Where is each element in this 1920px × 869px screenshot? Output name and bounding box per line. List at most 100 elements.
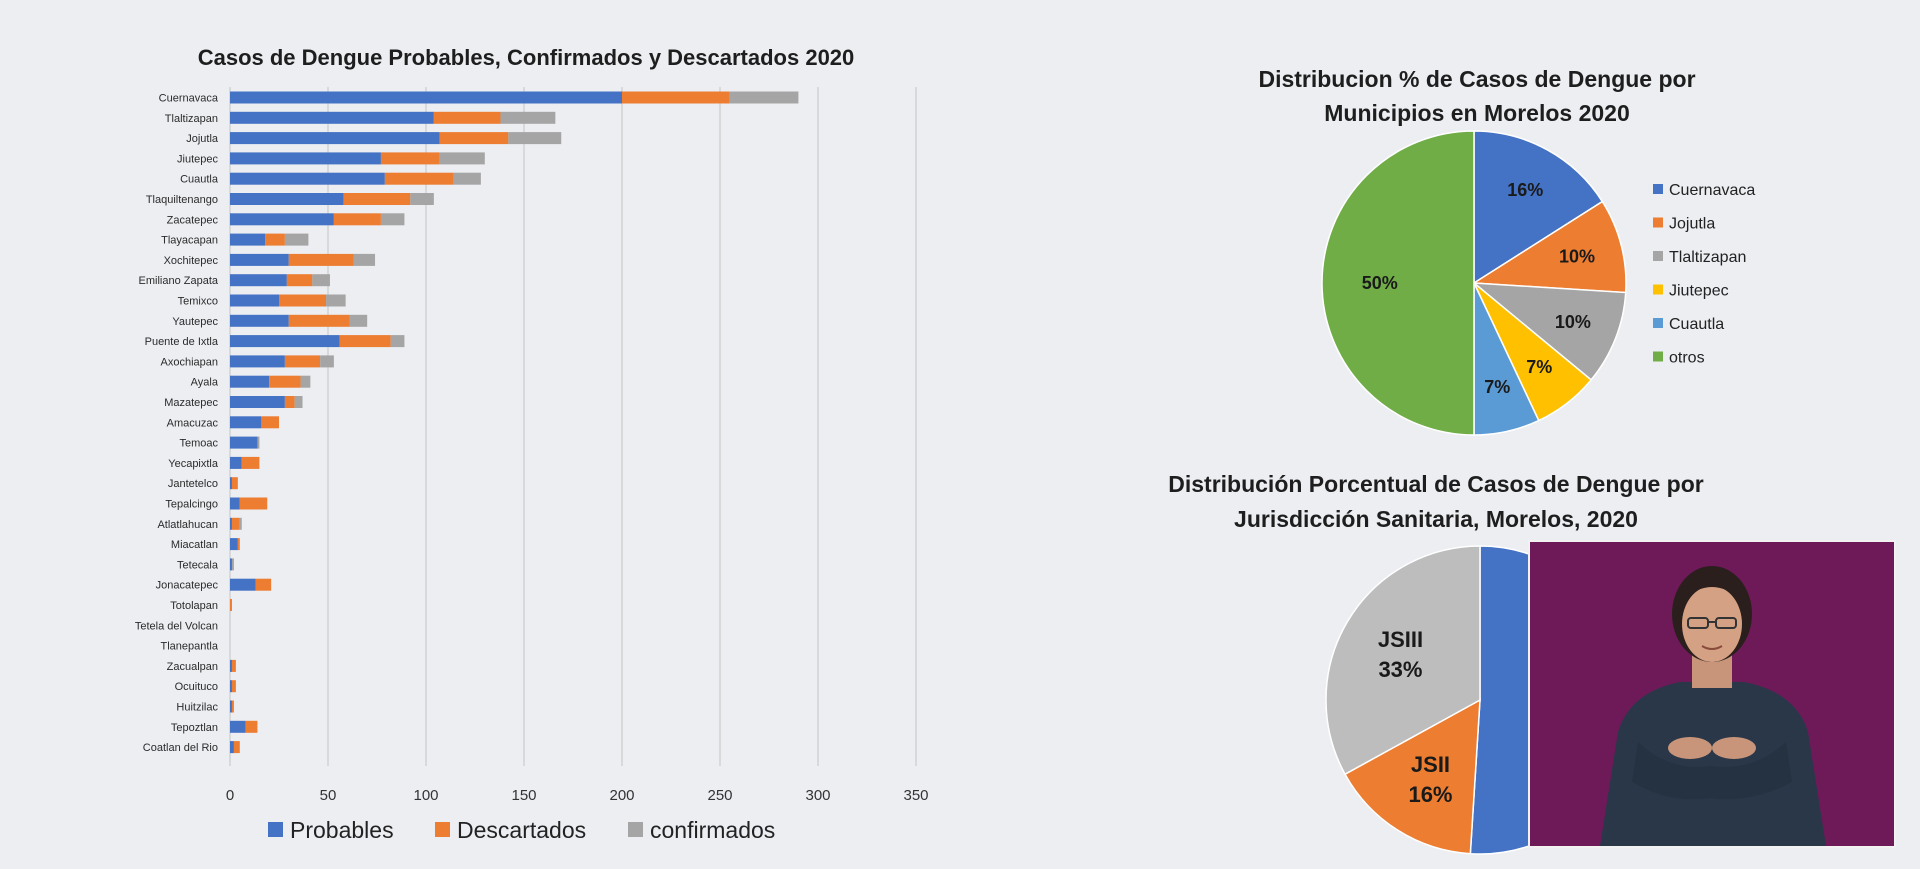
bar-segment-confirmados bbox=[500, 111, 556, 124]
bar-segment-descartados bbox=[333, 213, 381, 226]
bar-segment-probables bbox=[230, 213, 334, 226]
category-label: Jojutla bbox=[186, 133, 219, 145]
pie2-title-line2: Jurisdicción Sanitaria, Morelos, 2020 bbox=[1234, 506, 1638, 532]
pie1-title-line1: Distribucion % de Casos de Dengue por bbox=[1258, 66, 1695, 92]
pie-slice-tlaltizapan bbox=[1471, 282, 1627, 381]
legend-swatch-confirmados bbox=[628, 822, 643, 837]
category-label: Yecapixtla bbox=[168, 458, 219, 470]
category-label: Tepoztlan bbox=[171, 722, 218, 734]
bar-segment-descartados bbox=[230, 599, 232, 611]
bar-segment-probables bbox=[230, 456, 242, 469]
pie1-legend-swatch bbox=[1653, 284, 1663, 295]
bar-segment-descartados bbox=[231, 659, 236, 672]
bar-segment-confirmados bbox=[729, 91, 799, 104]
pie1-legend-label: Tlaltizapan bbox=[1669, 249, 1746, 266]
bar-segment-descartados bbox=[239, 497, 268, 510]
category-label: Huitzilac bbox=[176, 702, 218, 714]
pie1-legend-label: Cuautla bbox=[1669, 316, 1724, 333]
category-label: Emiliano Zapata bbox=[139, 275, 219, 287]
pie-slice-cuernavaca bbox=[1473, 130, 1604, 285]
bar-segment-confirmados bbox=[320, 355, 334, 368]
pie1-slice-label: 50% bbox=[1362, 273, 1398, 293]
pie1-slice-label: 7% bbox=[1484, 377, 1510, 397]
pie1-legend-label: Jiutepec bbox=[1669, 283, 1729, 300]
bar-chart-title: Casos de Dengue Probables, Confirmados y… bbox=[198, 45, 855, 70]
category-label: Yautepec bbox=[172, 316, 218, 328]
bar-segment-confirmados bbox=[300, 375, 311, 388]
legend-label-probables: Probables bbox=[290, 817, 394, 843]
x-tick-label: 100 bbox=[413, 787, 438, 804]
category-label: Amacuzac bbox=[167, 417, 219, 429]
pie1-slice-label: 16% bbox=[1507, 180, 1543, 200]
category-label: Puente de Ixtla bbox=[145, 336, 219, 348]
bar-segment-confirmados bbox=[231, 558, 234, 571]
x-tick-label: 300 bbox=[805, 787, 830, 804]
bar-segment-probables bbox=[230, 497, 240, 510]
pie1-legend-swatch bbox=[1653, 217, 1663, 228]
pie2-title-line1: Distribución Porcentual de Casos de Deng… bbox=[1168, 471, 1704, 497]
bar-segment-probables bbox=[230, 111, 434, 124]
x-tick-label: 150 bbox=[511, 787, 536, 804]
bar-segment-descartados bbox=[384, 172, 454, 185]
pie2-slice-name: JSII bbox=[1411, 752, 1450, 777]
pie1-title-line2: Municipios en Morelos 2020 bbox=[1324, 100, 1629, 126]
category-label: Jiutepec bbox=[177, 153, 218, 165]
bar-segment-confirmados bbox=[353, 253, 376, 266]
bar-segment-probables bbox=[230, 558, 232, 571]
bar-segment-descartados bbox=[231, 517, 240, 530]
bar-segment-probables bbox=[230, 335, 340, 348]
category-label: Miacatlan bbox=[171, 539, 218, 551]
pie2-slice-percent: 33% bbox=[1378, 657, 1422, 682]
category-label: Tepalcingo bbox=[165, 499, 218, 511]
pie1-legend-swatch bbox=[1653, 251, 1663, 261]
pie-slice-jojutla bbox=[1471, 200, 1627, 294]
bar-segment-descartados bbox=[343, 193, 411, 205]
pie1-legend-label: otros bbox=[1669, 350, 1705, 367]
pie1-slice-label: 10% bbox=[1555, 312, 1591, 332]
bar-segment-descartados bbox=[255, 578, 272, 591]
category-label: Mazatepec bbox=[164, 397, 218, 409]
category-label: Xochitepec bbox=[164, 255, 219, 267]
bar-segment-confirmados bbox=[508, 132, 562, 145]
bar-segment-descartados bbox=[269, 375, 301, 388]
bar-segment-probables bbox=[230, 91, 622, 104]
bar-segment-descartados bbox=[231, 680, 236, 693]
bar-segment-probables bbox=[230, 274, 287, 287]
bar-segment-descartados bbox=[288, 253, 354, 266]
bar-segment-probables bbox=[230, 517, 232, 530]
pie1-legend-label: Cuernavaca bbox=[1669, 182, 1755, 199]
bar-segment-descartados bbox=[241, 456, 260, 469]
category-label: Totolapan bbox=[170, 600, 218, 612]
pie1-legend-swatch bbox=[1653, 184, 1663, 194]
category-label: Coatlan del Rio bbox=[143, 742, 218, 754]
bar-segment-descartados bbox=[245, 720, 258, 733]
bar-segment-probables bbox=[230, 700, 232, 713]
bar-segment-confirmados bbox=[294, 396, 303, 408]
interpreter-figure bbox=[1600, 566, 1826, 846]
category-label: Tetecala bbox=[177, 559, 219, 571]
pie2-slice-percent: 16% bbox=[1408, 782, 1452, 807]
bar-segment-descartados bbox=[231, 700, 234, 713]
bar-segment-confirmados bbox=[326, 294, 346, 307]
bar-segment-probables bbox=[230, 477, 232, 490]
bar-segment-probables bbox=[230, 659, 232, 672]
bar-segment-confirmados bbox=[257, 436, 260, 449]
category-label: Tetela del Volcan bbox=[135, 620, 218, 632]
category-label: Ayala bbox=[191, 377, 219, 389]
bar-segment-descartados bbox=[237, 538, 240, 551]
pie-slice-jsii bbox=[1344, 698, 1481, 855]
category-label: Jonacatepec bbox=[156, 580, 219, 592]
category-label: Tlanepantla bbox=[161, 641, 219, 653]
category-label: Tlayacapan bbox=[161, 235, 218, 247]
category-label: Cuautla bbox=[180, 174, 219, 186]
bar-segment-probables bbox=[230, 741, 234, 754]
category-label: Zacualpan bbox=[167, 661, 218, 673]
bar-segment-probables bbox=[230, 375, 270, 388]
category-label: Cuernavaca bbox=[159, 93, 219, 105]
bar-segment-confirmados bbox=[453, 172, 481, 185]
bar-segment-descartados bbox=[279, 294, 327, 307]
pie-slice-jsiii bbox=[1325, 545, 1481, 776]
bar-segment-descartados bbox=[288, 314, 350, 327]
